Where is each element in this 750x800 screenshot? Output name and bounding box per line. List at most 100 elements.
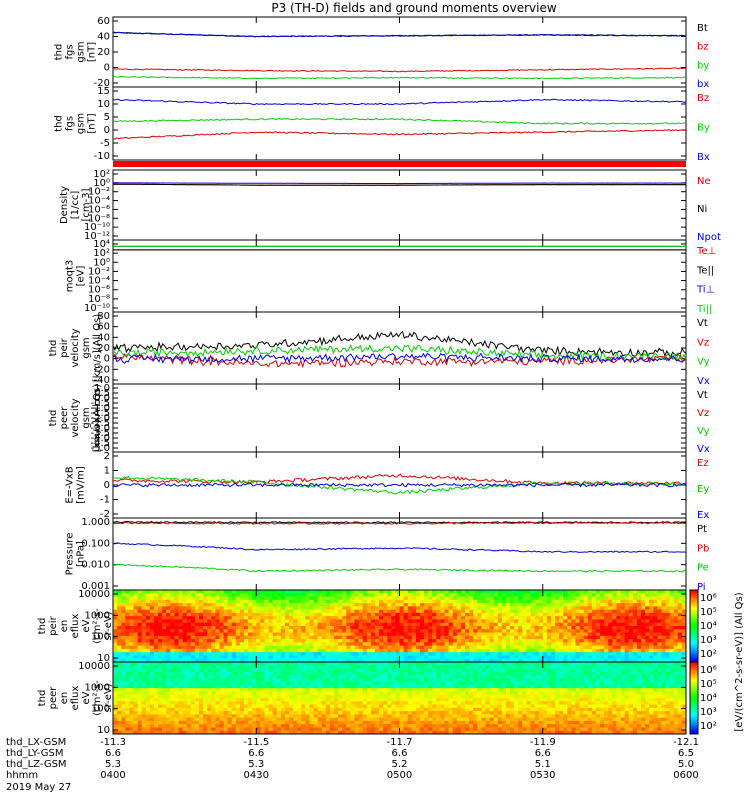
heatmap-cell xyxy=(383,635,388,640)
heatmap-cell xyxy=(395,652,400,656)
heatmap-cell xyxy=(612,622,617,627)
heatmap-cell xyxy=(264,639,270,643)
heatmap-cell xyxy=(444,665,450,670)
heatmap-cell xyxy=(677,675,683,679)
heatmap-cell xyxy=(288,642,294,647)
heatmap-cell xyxy=(215,612,220,617)
heatmap-cell xyxy=(542,668,548,673)
heatmap-cell xyxy=(117,642,122,647)
heatmap-cell xyxy=(354,688,360,692)
heatmap-cell xyxy=(444,642,450,647)
heatmap-cell xyxy=(334,642,339,647)
heatmap-cell xyxy=(268,698,274,702)
heatmap-cell xyxy=(415,688,421,692)
heatmap-cell xyxy=(661,645,667,650)
heatmap-cell xyxy=(379,642,384,647)
heatmap-cell xyxy=(137,688,143,692)
heatmap-cell xyxy=(653,688,658,692)
heatmap-cell xyxy=(604,619,609,624)
heatmap-cell xyxy=(256,698,261,702)
heatmap-cell xyxy=(117,639,122,643)
heatmap-cell xyxy=(239,681,245,686)
heatmap-cell xyxy=(415,590,421,594)
heatmap-cell xyxy=(301,645,306,650)
heatmap-cell xyxy=(681,648,687,653)
heatmap-cell xyxy=(133,619,139,624)
heatmap-cell xyxy=(350,671,355,676)
heatmap-cell xyxy=(489,684,495,689)
heatmap-cell xyxy=(248,612,253,617)
heatmap-cell xyxy=(162,681,167,686)
heatmap-cell xyxy=(346,626,351,630)
heatmap-cell xyxy=(595,652,601,656)
heatmap-cell xyxy=(256,599,261,604)
heatmap-cell xyxy=(166,603,171,607)
heatmap-cell xyxy=(239,590,245,594)
heatmap-cell xyxy=(550,629,556,634)
heatmap-cell xyxy=(469,648,474,653)
heatmap-cell xyxy=(538,590,544,594)
heatmap-cell xyxy=(669,648,675,653)
heatmap-cell xyxy=(194,599,200,604)
heatmap-cell xyxy=(268,645,274,650)
heatmap-cell xyxy=(219,658,224,663)
heatmap-cell xyxy=(669,590,675,594)
heatmap-cell xyxy=(657,626,662,630)
heatmap-cell xyxy=(591,665,597,670)
heatmap-cell xyxy=(591,629,597,634)
heatmap-cell xyxy=(403,606,409,611)
heatmap-cell xyxy=(448,698,454,702)
heatmap-cell xyxy=(645,671,650,676)
heatmap-cell xyxy=(182,599,188,604)
heatmap-cell xyxy=(264,622,270,627)
heatmap-cell xyxy=(473,652,478,656)
heatmap-cell xyxy=(203,681,208,686)
heatmap-cell xyxy=(383,655,388,660)
heatmap-cell xyxy=(477,629,482,634)
heatmap-cell xyxy=(309,622,315,627)
heatmap-cell xyxy=(538,616,544,620)
heatmap-cell xyxy=(411,596,417,601)
heatmap-cell xyxy=(632,678,638,683)
heatmap-cell xyxy=(579,599,585,604)
heatmap-cell xyxy=(534,678,540,683)
heatmap-cell xyxy=(489,645,495,650)
heatmap-cell xyxy=(260,684,265,689)
heatmap-cell xyxy=(440,609,446,614)
heatmap-cell xyxy=(510,622,515,627)
heatmap-cell xyxy=(215,688,220,692)
heatmap-cell xyxy=(514,668,519,673)
heatmap-cell xyxy=(321,671,327,676)
heatmap-cell xyxy=(235,593,241,598)
heatmap-cell xyxy=(681,675,687,679)
heatmap-cell xyxy=(473,629,478,634)
heatmap-cell xyxy=(379,698,384,702)
heatmap-cell xyxy=(178,688,184,692)
heatmap-cell xyxy=(190,616,196,620)
heatmap-cell xyxy=(272,609,278,614)
heatmap-cell xyxy=(534,622,540,627)
heatmap-cell xyxy=(595,694,601,699)
heatmap-cell xyxy=(342,652,347,656)
heatmap-cell xyxy=(153,593,159,598)
heatmap-cell xyxy=(399,694,405,699)
heatmap-cell xyxy=(280,596,286,601)
heatmap-cell xyxy=(575,593,581,598)
heatmap-cell xyxy=(530,635,536,640)
heatmap-cell xyxy=(219,612,224,617)
heatmap-cell xyxy=(415,694,421,699)
heatmap-cell xyxy=(481,691,486,696)
heatmap-cell xyxy=(403,616,409,620)
heatmap-cell xyxy=(579,590,585,594)
y-tick-label: -2 xyxy=(100,509,110,520)
heatmap-cell xyxy=(497,691,503,696)
heatmap-cell xyxy=(481,632,486,637)
y-axis-label: [cm-3] xyxy=(81,188,92,221)
heatmap-cell xyxy=(391,681,396,686)
heatmap-cell xyxy=(370,691,376,696)
heatmap-cell xyxy=(481,665,486,670)
heatmap-cell xyxy=(636,671,642,676)
heatmap-cell xyxy=(170,671,175,676)
heatmap-cell xyxy=(456,596,462,601)
heatmap-cell xyxy=(538,593,544,598)
